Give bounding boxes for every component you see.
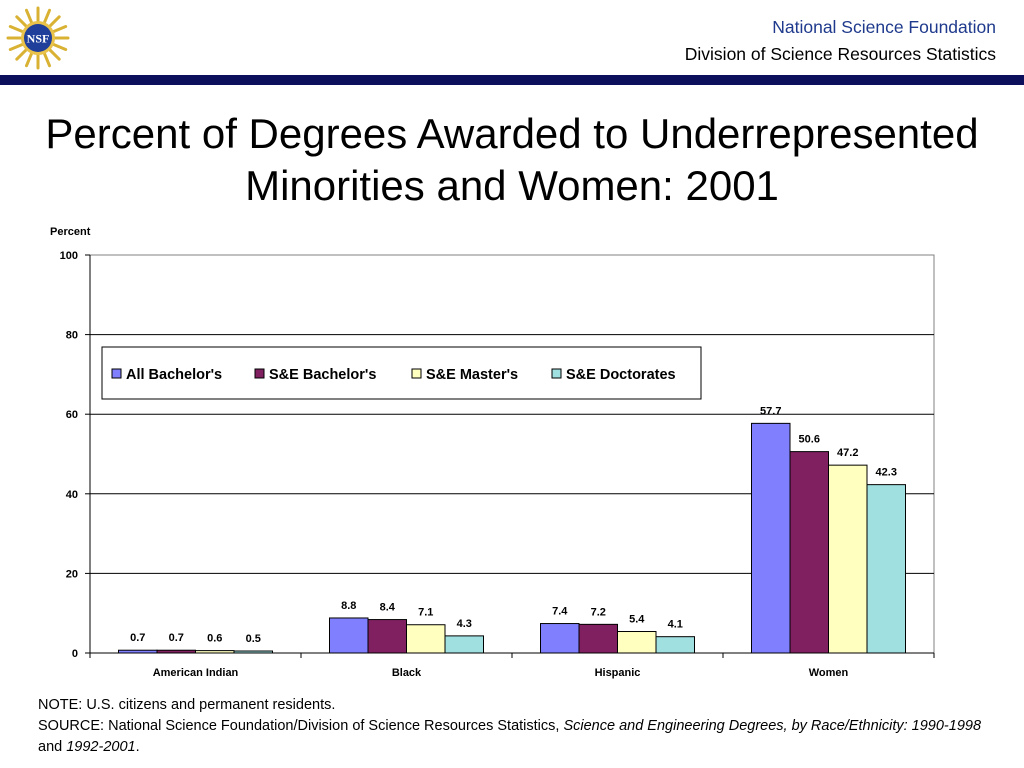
bar <box>828 464 868 654</box>
y-tick-label: 0 <box>72 648 78 660</box>
x-tick-label: Hispanic <box>595 667 641 679</box>
header-divider <box>0 75 1024 85</box>
source-text: SOURCE: National Science Foundation/Divi… <box>38 716 998 758</box>
legend-box <box>101 346 702 400</box>
data-label: 8.4 <box>380 602 396 614</box>
bar <box>655 636 695 654</box>
source-title-2: 1992-2001 <box>66 739 136 755</box>
data-label: 4.1 <box>668 619 683 631</box>
y-tick-label: 20 <box>66 568 78 580</box>
data-label: 4.3 <box>457 618 472 630</box>
data-label: 0.5 <box>246 633 261 645</box>
data-label: 8.8 <box>341 600 356 612</box>
legend-swatch <box>411 368 422 379</box>
data-label: 5.4 <box>629 614 645 626</box>
data-label: 47.2 <box>837 447 858 459</box>
bar <box>540 623 580 654</box>
y-tick-label: 60 <box>66 409 78 421</box>
bar <box>195 650 235 654</box>
legend: All Bachelor's S&E Bachelor's S&E Master's… <box>101 346 702 400</box>
bar-chart: 0 20 40 60 80 100 Percent 0.7 0.7 0.6 0.5 American … <box>50 226 935 679</box>
legend-swatch <box>551 368 562 379</box>
data-label: 0.6 <box>207 633 222 645</box>
bar <box>367 619 407 654</box>
bar <box>789 451 829 654</box>
bar <box>156 649 196 654</box>
source-and: and <box>38 739 67 755</box>
bar <box>578 623 618 654</box>
data-label: 0.7 <box>169 632 184 644</box>
x-tick-label: Women <box>809 667 849 679</box>
y-tick-label: 100 <box>60 250 78 262</box>
y-tick-label: 80 <box>66 330 78 342</box>
data-label: 57.7 <box>760 405 781 417</box>
bar <box>751 422 791 654</box>
x-tick-label: American Indian <box>153 667 239 679</box>
bar <box>866 484 906 654</box>
data-label: 7.4 <box>552 606 568 618</box>
legend-swatch <box>254 368 265 379</box>
chart-title: Percent of Degrees Awarded to Underrepre… <box>45 110 979 209</box>
data-label: 7.2 <box>591 606 606 618</box>
bar <box>406 624 446 654</box>
bar <box>118 649 158 654</box>
bar <box>233 650 273 654</box>
bar <box>329 617 369 654</box>
bar <box>617 631 657 654</box>
x-tick-label: Black <box>392 667 422 679</box>
logo-text: NSF <box>27 32 50 46</box>
y-axis-label: Percent <box>50 226 91 238</box>
y-tick-label: 40 <box>66 489 78 501</box>
legend-label: S&E Bachelor's <box>269 367 376 383</box>
data-label: 42.3 <box>876 467 897 479</box>
org-name: National Science Foundation <box>772 17 996 37</box>
bar <box>444 635 484 654</box>
note-text: NOTE: U.S. citizens and permanent reside… <box>38 697 336 713</box>
data-label: 0.7 <box>130 632 145 644</box>
legend-label: All Bachelor's <box>126 367 222 383</box>
data-label: 7.1 <box>418 607 433 619</box>
footnotes: NOTE: U.S. citizens and permanent reside… <box>38 695 998 758</box>
source-prefix: SOURCE: National Science Foundation/Divi… <box>38 718 564 734</box>
source-end: . <box>135 739 140 755</box>
legend-label: S&E Master's <box>426 367 518 383</box>
source-title-1: Science and Engineering Degrees, by Race… <box>563 718 982 734</box>
division-name: Division of Science Resources Statistics <box>684 44 996 64</box>
data-label: 50.6 <box>799 434 820 446</box>
legend-label: S&E Doctorates <box>566 367 676 383</box>
legend-swatch <box>111 368 122 379</box>
nsf-logo: NSF <box>6 6 70 70</box>
org-header: National Science Foundation Division of … <box>685 14 996 68</box>
